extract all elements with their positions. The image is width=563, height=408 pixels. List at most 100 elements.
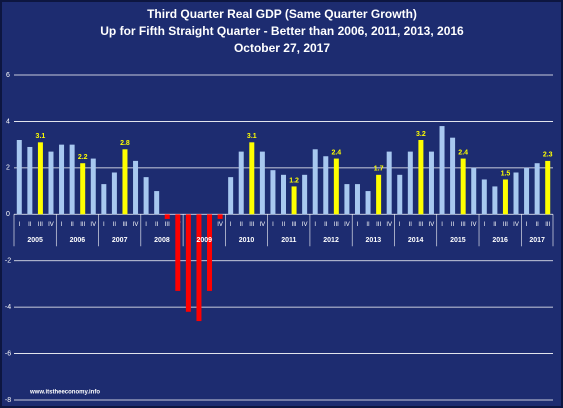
x-tick-label: II — [535, 222, 539, 228]
bar — [291, 186, 297, 215]
bar — [281, 174, 286, 215]
y-tick-label: 0 — [6, 211, 10, 218]
value-label: 1.5 — [501, 170, 511, 177]
year-label: 2014 — [408, 237, 424, 244]
chart-title: Third Quarter Real GDP (Same Quarter Gro… — [147, 7, 417, 21]
bar — [460, 158, 466, 215]
bar — [228, 177, 234, 215]
x-tick-label: IV — [133, 222, 139, 228]
x-tick-label: II — [70, 222, 74, 228]
bar — [27, 146, 33, 215]
x-tick-label: III — [503, 222, 508, 228]
year-label: 2012 — [323, 237, 339, 244]
year-label: 2013 — [366, 237, 382, 244]
bar — [492, 186, 498, 215]
x-tick-label: II — [282, 222, 286, 228]
value-label: 3.2 — [416, 131, 426, 138]
y-tick-label: 6 — [6, 72, 10, 79]
x-tick-label: III — [334, 222, 339, 228]
y-tick-label: -4 — [5, 304, 11, 311]
x-tick-label: IV — [90, 222, 96, 228]
x-tick-label: I — [145, 222, 147, 228]
x-tick-label: IV — [260, 222, 266, 228]
year-label: 2015 — [450, 237, 466, 244]
x-tick-label: III — [461, 222, 466, 228]
bar — [59, 144, 65, 215]
y-tick-label: -8 — [5, 397, 11, 404]
bar — [524, 167, 530, 215]
year-label: 2008 — [154, 237, 170, 244]
bar — [323, 156, 329, 215]
x-tick-label: III — [165, 222, 170, 228]
x-tick-label: III — [80, 222, 85, 228]
bar — [48, 151, 54, 215]
bar — [37, 142, 43, 215]
bar — [333, 158, 339, 215]
bar — [481, 179, 487, 215]
bar — [196, 214, 202, 322]
bar — [111, 172, 117, 215]
value-label: 1.2 — [289, 177, 299, 184]
x-tick-label: I — [61, 222, 63, 228]
x-tick-label: II — [155, 222, 159, 228]
bar — [386, 151, 392, 215]
x-tick-label: III — [545, 222, 550, 228]
x-tick-label: IV — [471, 222, 477, 228]
y-tick-label: -6 — [5, 350, 11, 357]
bar — [439, 126, 445, 215]
x-tick-label: III — [38, 222, 43, 228]
bar — [122, 149, 128, 215]
bar — [133, 160, 139, 215]
bar — [164, 214, 170, 219]
bar — [354, 184, 360, 215]
x-tick-label: I — [357, 222, 359, 228]
year-label: 2009 — [196, 237, 212, 244]
bar — [175, 214, 181, 291]
value-label: 1.7 — [374, 166, 384, 173]
bar — [344, 184, 350, 215]
x-tick-label: II — [113, 222, 117, 228]
x-tick-label: II — [451, 222, 455, 228]
year-label: 2007 — [112, 237, 128, 244]
year-label: 2016 — [492, 237, 508, 244]
x-tick-label: IV — [386, 222, 392, 228]
value-label: 2.4 — [331, 149, 341, 156]
value-label: 2.8 — [120, 140, 130, 147]
year-label: 2005 — [27, 237, 43, 244]
bar — [428, 151, 434, 215]
bar — [376, 174, 382, 215]
x-tick-label: I — [314, 222, 316, 228]
bar — [450, 137, 456, 215]
bar — [513, 172, 519, 215]
x-tick-label: I — [230, 222, 232, 228]
x-tick-label: II — [240, 222, 244, 228]
x-tick-label: II — [324, 222, 328, 228]
x-tick-label: I — [18, 222, 20, 228]
value-label: 3.1 — [247, 133, 257, 140]
x-tick-label: II — [28, 222, 32, 228]
x-tick-label: IV — [302, 222, 308, 228]
chart-subtitle: Up for Fifth Straight Quarter - Better t… — [100, 24, 464, 38]
bar — [365, 191, 371, 215]
x-tick-label: I — [103, 222, 105, 228]
bar — [185, 214, 191, 312]
bar — [471, 167, 477, 215]
bar — [259, 151, 265, 215]
x-tick-label: IV — [513, 222, 519, 228]
x-tick-label: I — [483, 222, 485, 228]
value-label: 2.2 — [78, 154, 88, 161]
year-label: 2010 — [239, 237, 255, 244]
bar — [407, 151, 413, 215]
year-label: 2006 — [70, 237, 86, 244]
bar — [545, 160, 551, 215]
bar — [238, 151, 244, 215]
x-tick-label: III — [376, 222, 381, 228]
bar — [249, 142, 255, 215]
x-tick-label: I — [526, 222, 528, 228]
source: www.itstheeconomy.info — [29, 390, 100, 396]
x-tick-label: I — [272, 222, 274, 228]
year-label: 2017 — [529, 237, 545, 244]
y-tick-label: 4 — [6, 118, 10, 125]
bar — [270, 170, 276, 215]
